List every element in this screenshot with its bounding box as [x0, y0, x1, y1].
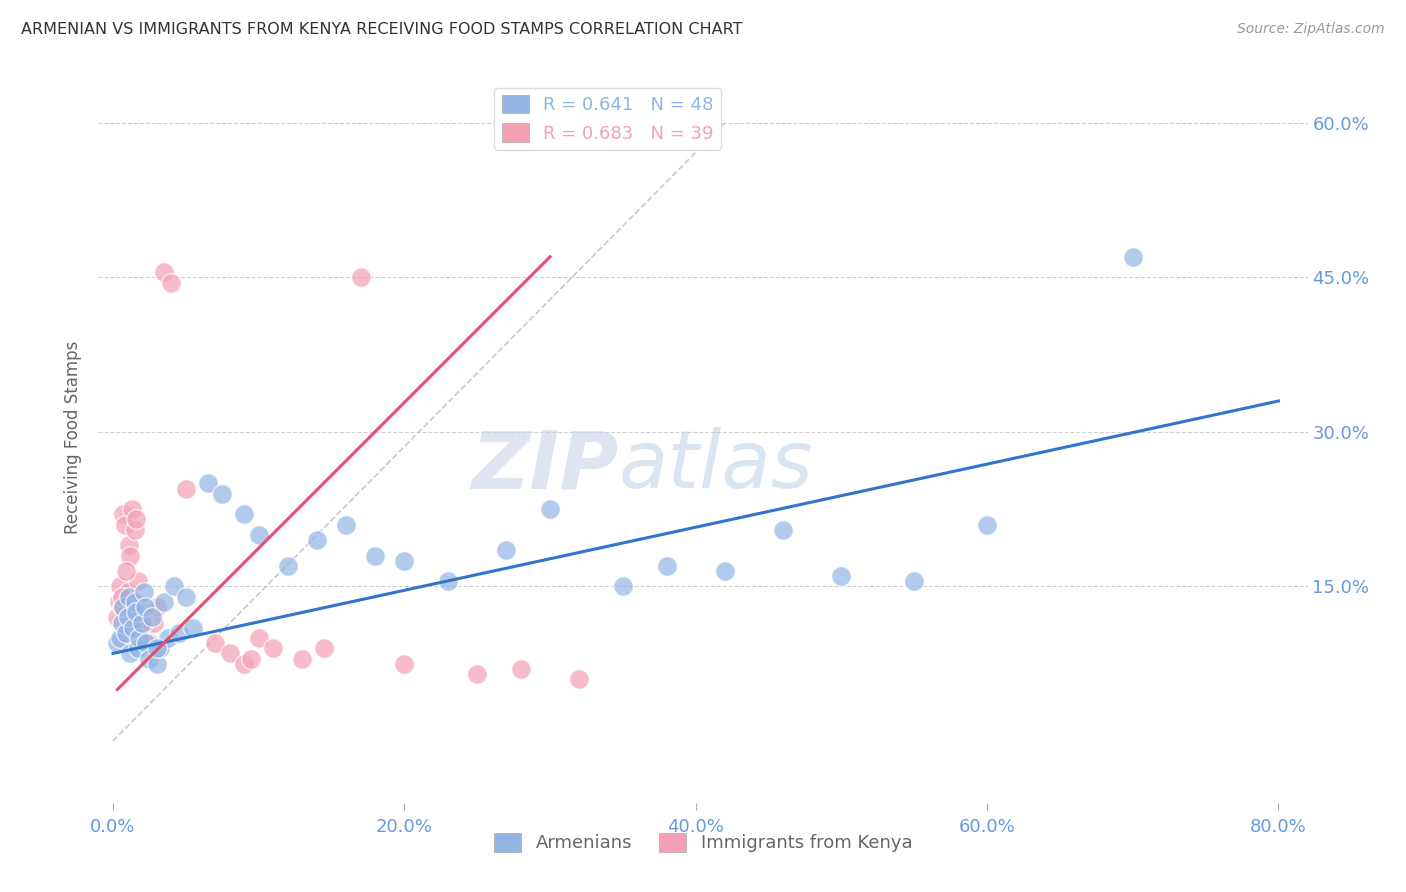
Point [120, 549, 142, 563]
Point [118, 538, 141, 552]
Point [197, 476, 219, 491]
Point [118, 590, 141, 604]
Point [153, 595, 176, 609]
Point [127, 641, 149, 656]
Point [233, 508, 256, 522]
Point [1122, 250, 1144, 264]
Point [131, 605, 153, 619]
Point [495, 543, 517, 558]
Point [167, 625, 190, 640]
Point [124, 595, 146, 609]
Point [160, 276, 183, 290]
Point [112, 600, 135, 615]
Point [509, 662, 531, 676]
Point [305, 533, 328, 547]
Point [157, 631, 180, 645]
Point [141, 610, 163, 624]
Point [112, 508, 135, 522]
Point [903, 574, 925, 589]
Point [128, 600, 150, 615]
Point [262, 641, 284, 656]
Point [465, 667, 488, 681]
Point [394, 554, 416, 568]
Point [233, 657, 256, 671]
Point [131, 615, 153, 630]
Text: Source: ZipAtlas.com: Source: ZipAtlas.com [1237, 22, 1385, 37]
Point [830, 569, 852, 583]
Point [132, 615, 155, 630]
Text: ZIP: ZIP [471, 427, 619, 506]
Point [772, 523, 794, 537]
Point [121, 502, 143, 516]
Point [364, 549, 387, 563]
Point [105, 636, 128, 650]
Text: atlas: atlas [619, 427, 813, 506]
Point [108, 595, 131, 609]
Point [138, 636, 160, 650]
Point [122, 605, 145, 619]
Point [976, 517, 998, 532]
Point [163, 579, 186, 593]
Point [568, 672, 591, 686]
Point [128, 631, 150, 645]
Point [218, 647, 240, 661]
Point [204, 636, 226, 650]
Point [145, 641, 167, 656]
Point [142, 615, 165, 630]
Point [612, 579, 634, 593]
Y-axis label: Receiving Food Stamps: Receiving Food Stamps [65, 341, 83, 533]
Point [115, 564, 138, 578]
Point [105, 610, 128, 624]
Point [110, 631, 132, 645]
Point [117, 584, 139, 599]
Point [314, 641, 336, 656]
Point [145, 600, 167, 615]
Point [291, 651, 314, 665]
Point [247, 631, 270, 645]
Point [125, 605, 148, 619]
Point [149, 641, 172, 656]
Point [111, 590, 134, 604]
Point [145, 657, 167, 671]
Point [174, 590, 197, 604]
Point [240, 651, 263, 665]
Point [335, 517, 357, 532]
Point [122, 621, 145, 635]
Point [181, 621, 204, 635]
Point [114, 517, 136, 532]
Point [135, 636, 157, 650]
Point [138, 651, 160, 665]
Point [124, 523, 146, 537]
Point [211, 487, 233, 501]
Point [538, 502, 561, 516]
Point [110, 579, 132, 593]
Point [134, 621, 156, 635]
Point [277, 558, 299, 573]
Text: ARMENIAN VS IMMIGRANTS FROM KENYA RECEIVING FOOD STAMPS CORRELATION CHART: ARMENIAN VS IMMIGRANTS FROM KENYA RECEIV… [21, 22, 742, 37]
Point [111, 600, 134, 615]
Point [115, 625, 138, 640]
Point [125, 512, 148, 526]
Point [153, 265, 176, 279]
Point [132, 584, 155, 599]
Point [134, 600, 156, 615]
Point [117, 610, 139, 624]
Point [111, 615, 134, 630]
Point [714, 564, 737, 578]
Point [437, 574, 460, 589]
Legend: Armenians, Immigrants from Kenya: Armenians, Immigrants from Kenya [486, 826, 920, 860]
Point [247, 528, 270, 542]
Point [120, 647, 142, 661]
Point [174, 482, 197, 496]
Point [655, 558, 678, 573]
Point [350, 270, 373, 285]
Point [127, 574, 149, 589]
Point [394, 657, 416, 671]
